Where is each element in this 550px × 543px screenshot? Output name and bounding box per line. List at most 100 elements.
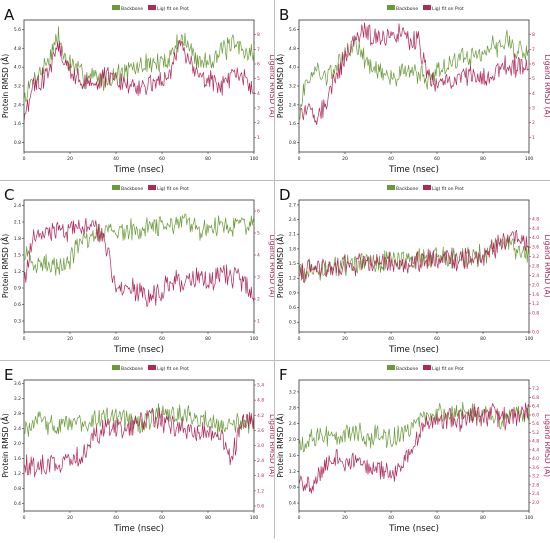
y2-tick-label: 8 (257, 32, 260, 38)
y-tick-label: 0.3 (14, 319, 21, 325)
legend-swatch-ligand (148, 365, 156, 370)
y-tick-label: 1.6 (14, 121, 21, 127)
y-tick-label: 3.6 (14, 381, 21, 387)
legend-swatch-ligand (148, 5, 156, 10)
x-axis-label: Time (nsec) (113, 345, 164, 355)
y2-tick-label: 1 (257, 319, 260, 325)
x-tick-label: 40 (388, 336, 394, 342)
y2-tick-label: 2.0 (532, 500, 539, 506)
y2-tick-label: 2.0 (532, 282, 539, 288)
y-tick-label: 4.8 (289, 46, 296, 52)
legend-label: Backbone (396, 6, 418, 12)
backbone-rmsd-series (298, 401, 530, 453)
panel-label: A (4, 6, 15, 24)
y-tick-label: 2.8 (289, 405, 296, 411)
y-tick-label: 2.4 (14, 426, 21, 432)
legend: Backbone Lig) fit on Prot (387, 185, 464, 192)
y2-tick-label: 2.4 (257, 458, 264, 464)
y2-tick-label: 5.4 (257, 383, 264, 389)
y2-tick-label: 7.2 (532, 386, 539, 392)
panel-a-chart: A Backbone Lig) fit on Prot 0 20 40 60 80 100 0.8… (1, 5, 277, 175)
panel-label: B (279, 6, 289, 24)
legend-swatch-backbone (112, 365, 120, 370)
legend-swatch-backbone (387, 5, 395, 10)
x-tick-label: 0 (298, 515, 301, 521)
x-tick-label: 60 (159, 156, 165, 162)
y2-tick-label: 2 (257, 297, 260, 303)
x-tick-label: 100 (525, 156, 534, 162)
panel-label: C (4, 186, 14, 204)
x-tick-label: 40 (388, 156, 394, 162)
y2-tick-label: 4.4 (532, 447, 539, 453)
x-tick-label: 60 (159, 336, 165, 342)
y2-tick-label: 4.4 (532, 226, 539, 232)
y2-axis-label: Ligand RMSD (Å) (543, 414, 550, 477)
y-tick-label: 0.6 (14, 302, 21, 308)
x-tick-label: 20 (67, 515, 73, 521)
ligand-rmsd-series (298, 22, 530, 126)
y2-tick-label: 3.2 (532, 474, 539, 480)
ligand-rmsd-series (23, 407, 255, 478)
panel-c-chart: C Backbone Lig) fit on Prot 0 20 40 60 80 100 0.3… (1, 185, 277, 355)
ligand-rmsd-series (23, 217, 255, 308)
x-tick-label: 100 (250, 156, 259, 162)
x-tick-label: 80 (480, 156, 486, 162)
panel-c: C Backbone Lig) fit on Prot 0 20 40 60 80 100 0.3… (0, 180, 277, 360)
legend-label: Backbone (121, 186, 143, 192)
y2-axis-label: Ligand RMSD (Å) (268, 54, 275, 117)
panel-e: E Backbone Lig) fit on Prot 0 20 40 60 80 100 0.4… (0, 360, 277, 539)
y-tick-label: 2.4 (14, 203, 21, 209)
panel-b: B Backbone Lig) fit on Prot 0 20 40 60 80 100 0.8… (275, 0, 550, 180)
y-tick-label: 4.0 (289, 65, 296, 71)
backbone-rmsd-series (23, 403, 255, 438)
y2-tick-label: 0.6 (257, 503, 264, 509)
x-axis-label: Time (nsec) (113, 524, 164, 534)
legend-swatch-ligand (423, 5, 431, 10)
y-tick-label: 0.6 (289, 305, 296, 311)
y2-tick-label: 2.4 (532, 273, 539, 279)
y-tick-label: 0.8 (289, 140, 296, 146)
legend: Backbone Lig) fit on Prot (387, 365, 464, 372)
ligand-rmsd-series (298, 229, 530, 284)
y-tick-label: 4.0 (14, 65, 21, 71)
panel-e-chart: E Backbone Lig) fit on Prot 0 20 40 60 80 100 0.4… (1, 365, 277, 534)
y-tick-label: 2.1 (14, 220, 21, 226)
y2-tick-label: 6.0 (532, 412, 539, 418)
y2-axis-label: Ligand RMSD (Å) (268, 414, 275, 477)
y-tick-label: 1.6 (289, 453, 296, 459)
x-tick-label: 60 (434, 156, 440, 162)
y-tick-label: 1.8 (14, 236, 21, 242)
y-axis-label: Protein RMSD (Å) (1, 54, 10, 118)
x-tick-label: 80 (205, 336, 211, 342)
panel-label: D (279, 186, 291, 204)
y2-tick-label: 0.8 (532, 311, 539, 317)
legend-label: Lig) fit on Prot (157, 6, 189, 12)
y-tick-label: 1.8 (289, 246, 296, 252)
y-tick-label: 4.8 (14, 46, 21, 52)
y2-tick-label: 1 (257, 135, 260, 141)
y2-tick-label: 4.8 (532, 216, 539, 222)
x-tick-label: 0 (298, 336, 301, 342)
legend-swatch-ligand (148, 185, 156, 190)
y2-tick-label: 3 (257, 275, 260, 281)
legend-swatch-backbone (387, 185, 395, 190)
y-tick-label: 2.1 (289, 232, 296, 238)
x-tick-label: 80 (205, 515, 211, 521)
y2-tick-label: 7 (532, 47, 535, 53)
x-tick-label: 40 (113, 156, 119, 162)
y-tick-label: 0.4 (289, 501, 296, 507)
x-axis-label: Time (nsec) (388, 165, 439, 175)
x-tick-label: 100 (250, 336, 259, 342)
y-tick-label: 0.8 (14, 486, 21, 492)
legend-label: Backbone (396, 186, 418, 192)
y-axis-label: Protein RMSD (Å) (276, 234, 285, 298)
y-tick-label: 0.9 (289, 290, 296, 296)
y2-tick-label: 2.8 (532, 264, 539, 270)
backbone-rmsd-series (298, 237, 530, 282)
y-tick-label: 2.4 (289, 421, 296, 427)
y2-tick-label: 3.6 (532, 245, 539, 251)
y-tick-label: 1.2 (14, 269, 21, 275)
legend-label: Lig) fit on Prot (432, 6, 464, 12)
y-tick-label: 2.4 (289, 102, 296, 108)
y-tick-label: 2.7 (289, 202, 296, 208)
